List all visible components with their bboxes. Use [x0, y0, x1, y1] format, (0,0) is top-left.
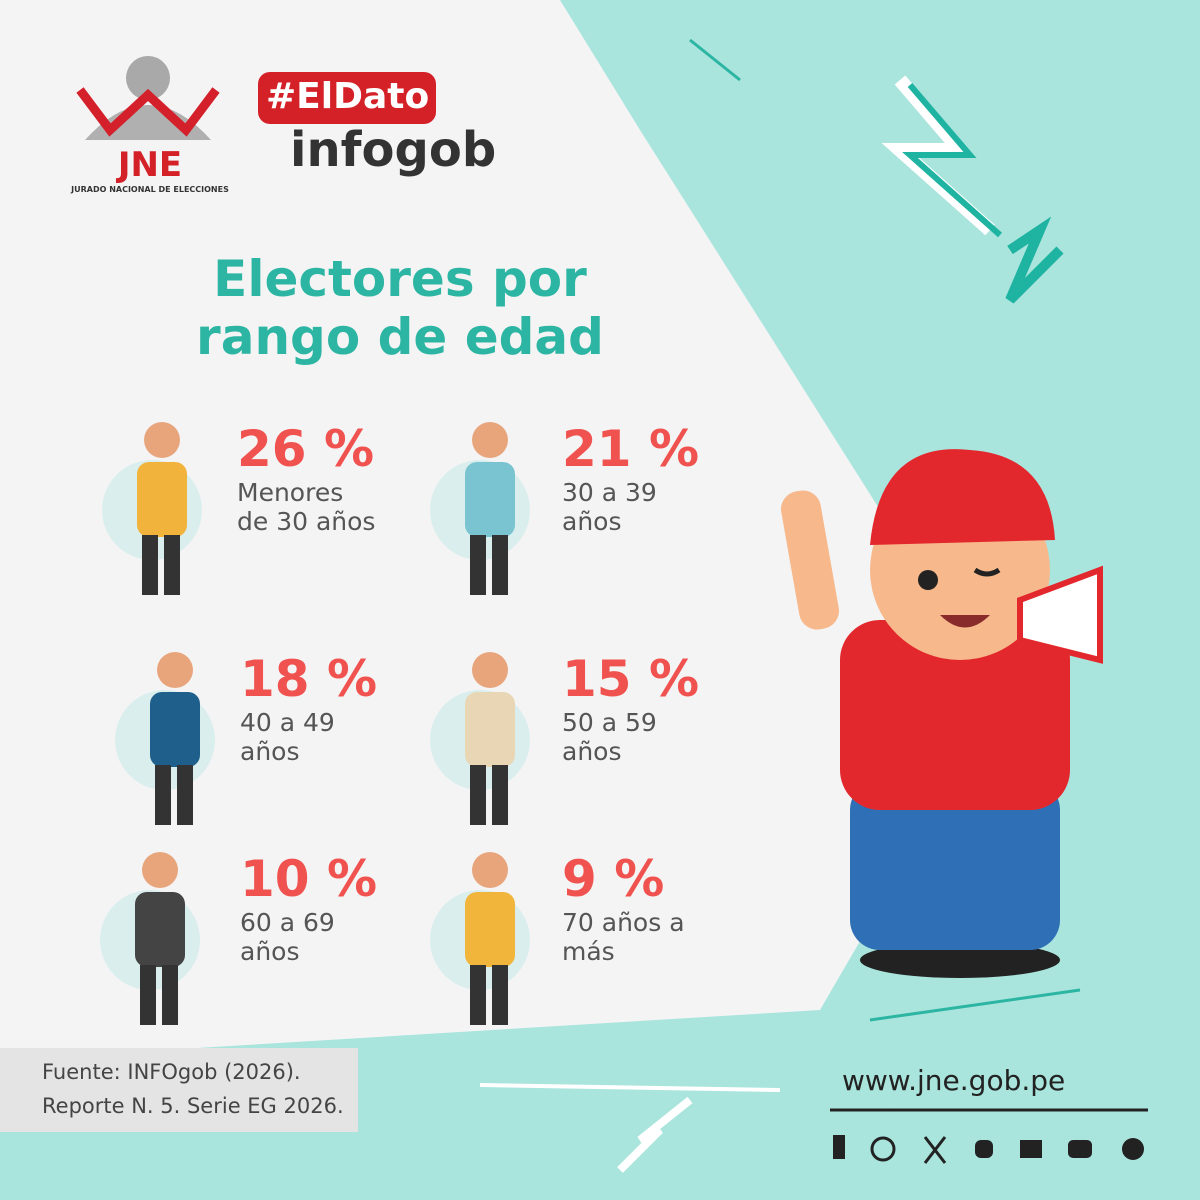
title-line: Electores por — [213, 250, 587, 308]
age-range: 40 a 49 años — [240, 708, 335, 766]
percent: 10 % — [240, 850, 378, 908]
percent: 26 % — [237, 420, 375, 478]
percent: 9 % — [562, 850, 665, 908]
person-illustration — [102, 422, 202, 595]
source: Reporte N. 5. Serie EG 2026. — [42, 1094, 344, 1118]
percent: 18 % — [240, 650, 378, 708]
age-range: Menores de 30 años — [237, 478, 376, 536]
person-illustration — [115, 652, 215, 825]
person-illustration — [100, 852, 200, 1025]
logo-text: JNE — [117, 145, 183, 185]
tag: #ElDato — [266, 76, 430, 117]
brand: infogob — [290, 122, 497, 178]
person-illustration — [430, 422, 530, 595]
age-range: 70 años a más — [562, 908, 685, 966]
age-range: 50 a 59 años — [562, 708, 657, 766]
age-range: 60 a 69 años — [240, 908, 335, 966]
logo-subtitle: JURADO NACIONAL DE ELECCIONES — [71, 185, 229, 194]
source: Fuente: INFOgob (2026). — [42, 1060, 301, 1084]
title-line: rango de edad — [196, 308, 604, 366]
person-illustration — [430, 652, 530, 825]
age-range: 30 a 39 años — [562, 478, 657, 536]
percent: 15 % — [562, 650, 700, 708]
percent: 21 % — [562, 420, 700, 478]
website[interactable]: www.jne.gob.pe — [842, 1064, 1066, 1097]
person-illustration — [430, 852, 530, 1025]
